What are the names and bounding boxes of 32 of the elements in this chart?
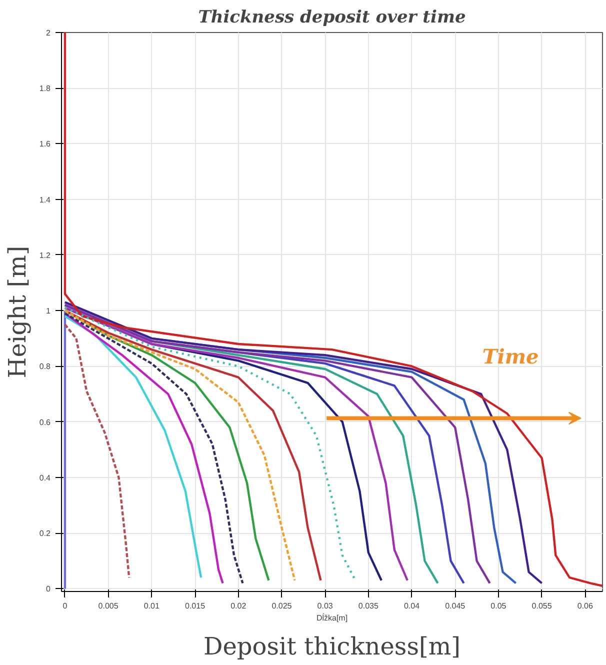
y-tick-label: 1.8 bbox=[39, 84, 52, 94]
y-tick-label: 0.6 bbox=[39, 418, 52, 427]
x-tick-label: 0.05 bbox=[490, 602, 507, 610]
line-series bbox=[64, 323, 130, 579]
x-tick-label: 0.06 bbox=[577, 602, 594, 610]
y-tick-label: 2 bbox=[46, 28, 52, 38]
x-tick-label: 0.005 bbox=[98, 602, 119, 610]
chart-title: Thickness deposit over time bbox=[198, 8, 466, 28]
x-tick-label: 0.03 bbox=[317, 602, 334, 610]
x-tick-label: 0.025 bbox=[272, 602, 292, 610]
line-series bbox=[64, 32, 602, 588]
x-tick-label: 0.045 bbox=[445, 602, 466, 610]
y-tick-label: 1.4 bbox=[39, 195, 52, 204]
x-tick-label: 0.035 bbox=[358, 602, 379, 610]
y-tick-label: 1.2 bbox=[39, 250, 52, 260]
y-tick-label: 0 bbox=[46, 584, 52, 594]
y-tick-label: 1 bbox=[46, 306, 52, 316]
x-tick-label: 0.01 bbox=[144, 602, 160, 610]
y-axis-title: Height [m] bbox=[3, 246, 32, 378]
x-tick-label: 0.055 bbox=[532, 602, 552, 610]
y-tick-label: 0.2 bbox=[39, 529, 52, 538]
y-tick-label: 0.8 bbox=[39, 362, 52, 372]
line-series bbox=[64, 315, 202, 579]
x-axis-title: Deposit thickness[m] bbox=[203, 632, 461, 660]
annotation: Time bbox=[482, 344, 539, 369]
x-tick-label: 0.04 bbox=[404, 602, 420, 610]
x-tick-label: 0.02 bbox=[230, 602, 247, 610]
x-tick-label: 0.015 bbox=[185, 602, 206, 610]
y-tick-label: 0.4 bbox=[39, 473, 52, 482]
y-tick-label: 1.6 bbox=[39, 140, 52, 149]
text: Dĺžka[m] bbox=[316, 612, 348, 622]
x-tick-label: 0 bbox=[62, 602, 68, 610]
